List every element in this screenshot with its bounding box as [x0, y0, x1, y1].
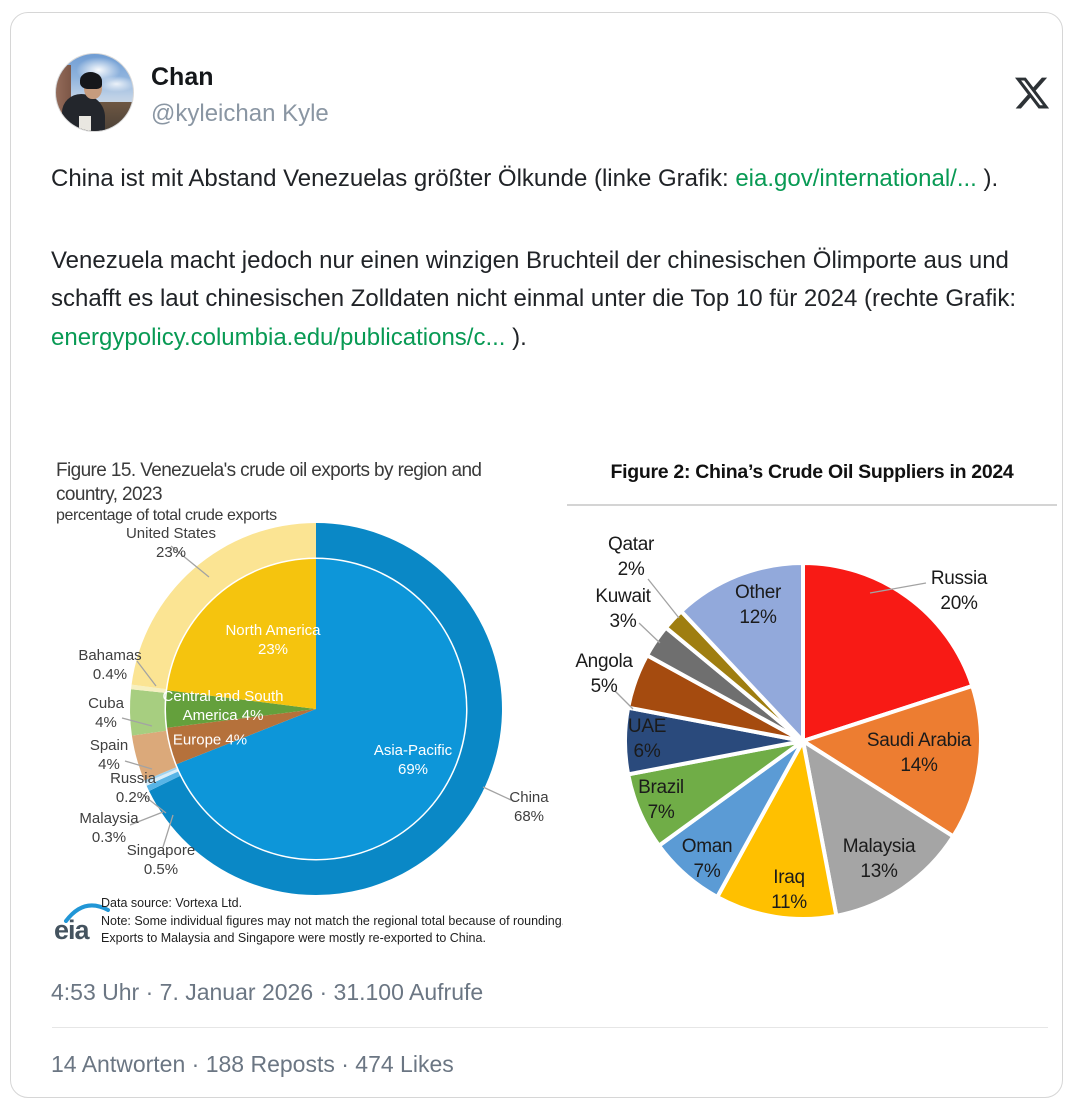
engagement-stats[interactable]: 14 Antworten · 188 Reposts · 474 Likes	[51, 1051, 454, 1077]
label-north-america: North America 23%	[225, 622, 321, 658]
figure-venezuela-exports[interactable]: Figure 15. Venezuela's crude oil exports…	[46, 457, 565, 951]
callout-china: China 68%	[509, 789, 549, 825]
callout-kuwait: Kuwait 3%	[595, 586, 651, 632]
figure-left-notes: Data source: Vortexa Ltd. Note: Some ind…	[101, 896, 566, 945]
x-logo-icon[interactable]	[1013, 74, 1051, 112]
avatar-cloud	[98, 75, 133, 93]
label-central-south-america: Central and South America 4%	[162, 688, 284, 724]
link-columbia[interactable]: energypolicy.columbia.edu/publications/c…	[51, 323, 506, 351]
label-saudi-arabia: Saudi Arabia 14%	[866, 730, 972, 776]
tweet-text-segment: Venezuela macht jedoch nur einen winzige…	[51, 246, 1016, 313]
user-handle[interactable]: @kyleichan Kyle	[151, 100, 329, 127]
label-malaysia-r: Malaysia 13%	[842, 836, 916, 882]
display-name[interactable]: Chan	[151, 63, 214, 91]
callout-bahamas: Bahamas 0.4%	[78, 647, 142, 683]
avatar-hair	[79, 71, 103, 90]
tweet-text-segment: China ist mit Abstand Venezuelas größter…	[51, 165, 736, 192]
figure-left-title: Figure 15. Venezuela's crude oil exports…	[56, 460, 482, 505]
venezuela-pie-chart	[121, 523, 512, 895]
callout-qatar: Qatar 2%	[607, 534, 655, 580]
timestamp[interactable]: 4:53 Uhr · 7. Januar 2026 · 31.100 Aufru…	[51, 979, 484, 1005]
callout-spain: Spain 4%	[89, 737, 129, 773]
china-pie-chart	[614, 561, 983, 921]
figure-china-suppliers[interactable]: Figure 2: China’s Crude Oil Suppliers in…	[563, 457, 1061, 951]
link-eia[interactable]: eia.gov/international/...	[735, 165, 977, 192]
avatar[interactable]	[55, 53, 134, 132]
callout-russia: Russia 0.2%	[110, 770, 156, 806]
label-uae: UAE 6%	[627, 716, 667, 762]
label-iraq: Iraq 11%	[771, 867, 807, 913]
avatar-shirt	[79, 115, 92, 131]
callout-united-states: United States 23%	[125, 525, 217, 561]
callout-malaysia: Malaysia 0.3%	[79, 810, 139, 846]
figure-right-divider	[567, 504, 1057, 506]
label-brazil: Brazil 7%	[638, 777, 684, 823]
label-other: Other 12%	[734, 582, 782, 628]
figure-right-title: Figure 2: China’s Crude Oil Suppliers in…	[610, 461, 1014, 483]
label-oman: Oman 7%	[681, 836, 733, 882]
callout-cuba: Cuba 4%	[88, 695, 124, 731]
tweet-card: Chan @kyleichan Kyle China ist mit Absta…	[10, 12, 1063, 1098]
callout-russia-r: Russia 20%	[930, 568, 988, 614]
figure-left-subtitle: percentage of total crude exports	[56, 507, 277, 524]
tweet-text-segment: ).	[976, 165, 999, 192]
eia-swoosh-icon	[64, 903, 110, 923]
tweet-paragraph-1: China ist mit Abstand Venezuelas größter…	[51, 160, 1059, 199]
tweet-paragraph-2: Venezuela macht jedoch nur einen winzige…	[51, 242, 1059, 358]
tweet-text: China ist mit Abstand Venezuelas größter…	[51, 160, 1059, 357]
eia-logo: eia	[52, 903, 116, 949]
footer-divider	[52, 1027, 1048, 1028]
callout-angola: Angola 5%	[575, 651, 633, 697]
callout-singapore: Singapore 0.5%	[126, 842, 196, 878]
label-asia-pacific: Asia-Pacific 69%	[373, 742, 453, 778]
label-europe: Europe 4%	[172, 731, 248, 749]
tweet-text-segment: ).	[505, 323, 527, 351]
